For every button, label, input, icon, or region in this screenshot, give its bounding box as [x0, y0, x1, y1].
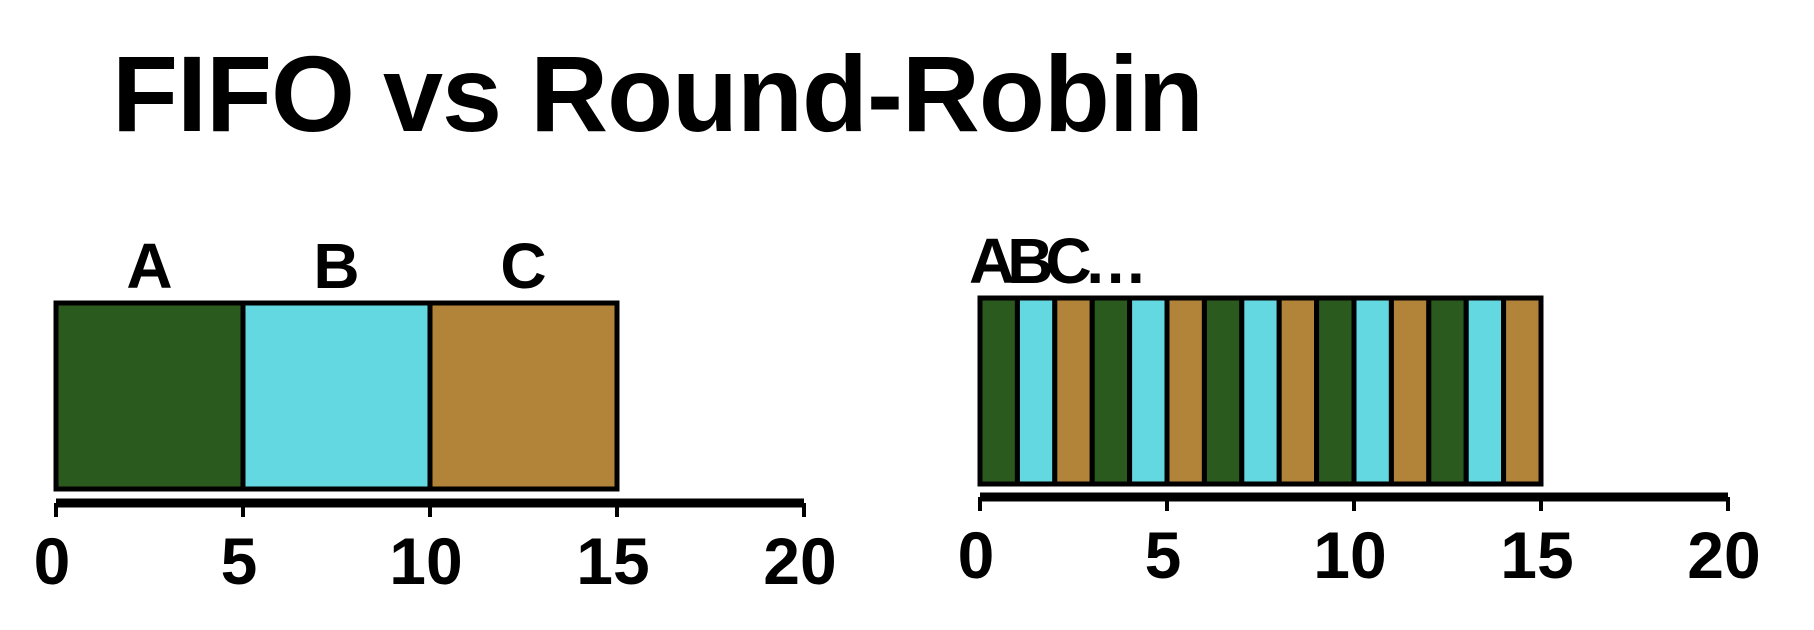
rr-axis-tick-label: 10 [1313, 518, 1386, 592]
rr-slice-c [1276, 295, 1320, 487]
rr-slice-b [1463, 295, 1507, 487]
rr-slice-c [1388, 295, 1432, 487]
round-robin-timeline: ABC… 0 5 10 15 20 [958, 225, 1761, 592]
fifo-job-label-c: C [500, 230, 546, 302]
fifo-job-bar-a [53, 300, 246, 492]
rr-slice-a [977, 295, 1020, 487]
fifo-axis-tick-label: 10 [389, 524, 462, 598]
rr-axis-tick-label: 5 [1145, 518, 1182, 592]
rr-slice-b [1239, 295, 1282, 487]
fifo-axis-tick-label: 20 [763, 524, 836, 598]
rr-slice-a [1314, 295, 1357, 487]
rr-axis-tick-label: 0 [958, 518, 995, 592]
fifo-job-label-a: A [126, 230, 172, 302]
rr-axis-tick-label: 15 [1500, 518, 1573, 592]
rr-slice-a [1201, 295, 1245, 487]
fifo-axis-tick-label: 15 [576, 524, 649, 598]
rr-slice-c [1501, 295, 1544, 487]
rr-slice-c [1052, 295, 1095, 487]
rr-slice-b [1014, 295, 1058, 487]
rr-slice-c [1164, 295, 1207, 487]
fifo-axis-tick-label: 0 [34, 524, 71, 598]
fifo-job-bar-c [427, 300, 620, 492]
fifo-timeline: A B C 0 5 10 15 20 [34, 230, 837, 598]
rr-slice-b [1351, 295, 1394, 487]
rr-slice-a [1089, 295, 1133, 487]
rr-sequence-label: ABC… [969, 225, 1141, 297]
fifo-job-bar-b [240, 300, 433, 492]
fifo-job-label-b: B [313, 230, 359, 302]
fifo-axis-tick-label: 5 [221, 524, 258, 598]
page-title: FIFO vs Round-Robin [112, 33, 1204, 154]
rr-slice-b [1127, 295, 1170, 487]
rr-axis-tick-label: 20 [1687, 518, 1760, 592]
rr-slice-a [1426, 295, 1469, 487]
